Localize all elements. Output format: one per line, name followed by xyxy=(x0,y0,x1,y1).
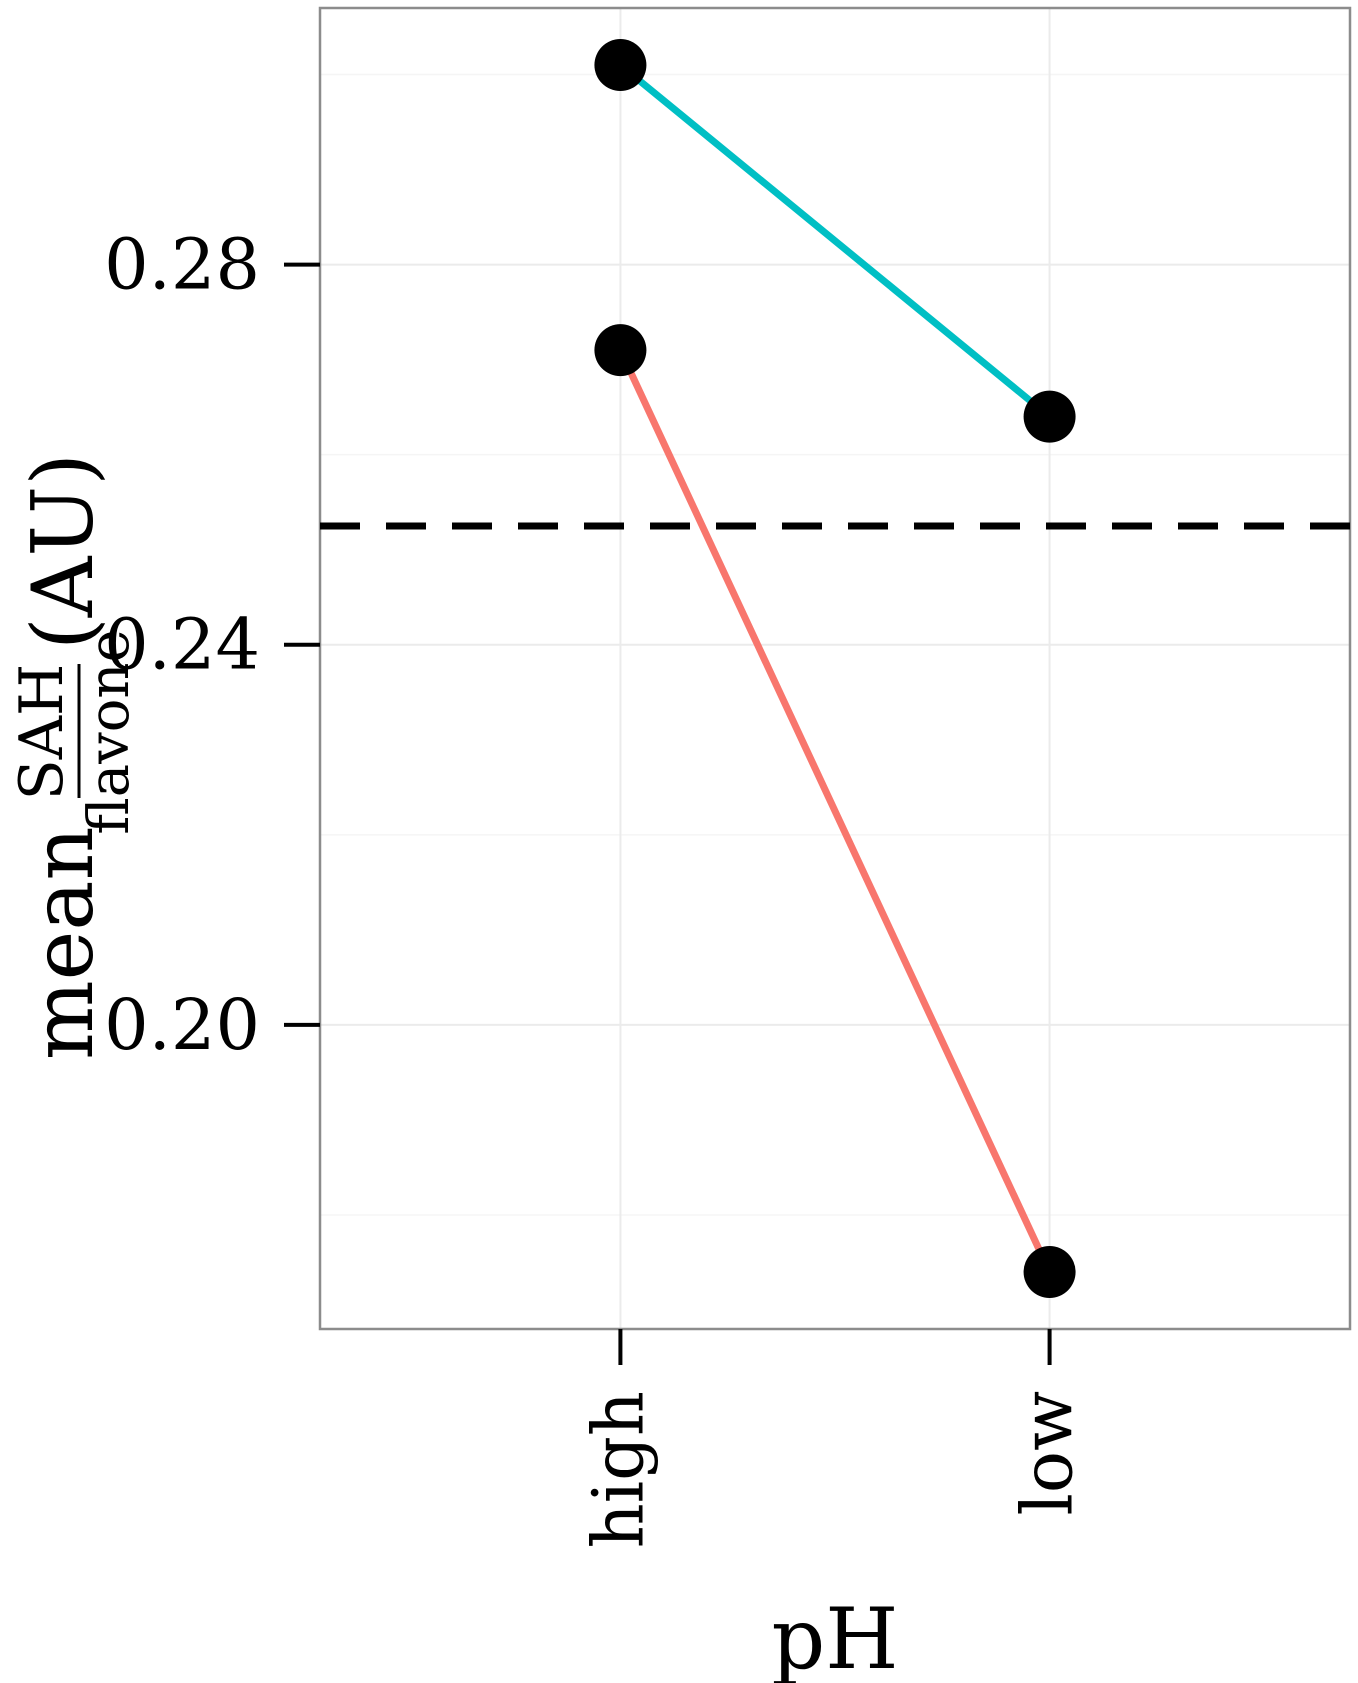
y-axis-title-numerator: SAH xyxy=(7,664,77,801)
grid-lines xyxy=(320,8,1350,1329)
points-group xyxy=(594,39,1076,1298)
y-axis-title: mean SAH flavone (AU) xyxy=(7,453,142,1060)
data-point xyxy=(1023,390,1076,443)
data-point xyxy=(594,39,647,92)
y-axis-title-prefix: mean xyxy=(14,826,112,1060)
series-line xyxy=(617,348,1053,1274)
data-point xyxy=(594,324,647,377)
series-line xyxy=(618,62,1052,420)
y-axis: 0.20 0.24 0.28 xyxy=(104,224,320,1066)
plot-panel-border xyxy=(318,6,1352,1331)
y-tick-label: 0.20 xyxy=(104,984,260,1066)
x-tick-label: low xyxy=(1007,1391,1089,1515)
series-group xyxy=(617,62,1053,1274)
y-axis-title-suffix: (AU) xyxy=(14,453,112,650)
data-point xyxy=(1023,1245,1076,1298)
x-axis-title: pH xyxy=(771,1590,898,1683)
x-tick-label: high xyxy=(577,1391,659,1548)
y-tick-label: 0.24 xyxy=(104,604,260,686)
y-tick-label: 0.28 xyxy=(104,224,260,306)
y-axis-title-denominator: flavone xyxy=(77,629,142,834)
x-axis: high low xyxy=(577,1329,1089,1548)
